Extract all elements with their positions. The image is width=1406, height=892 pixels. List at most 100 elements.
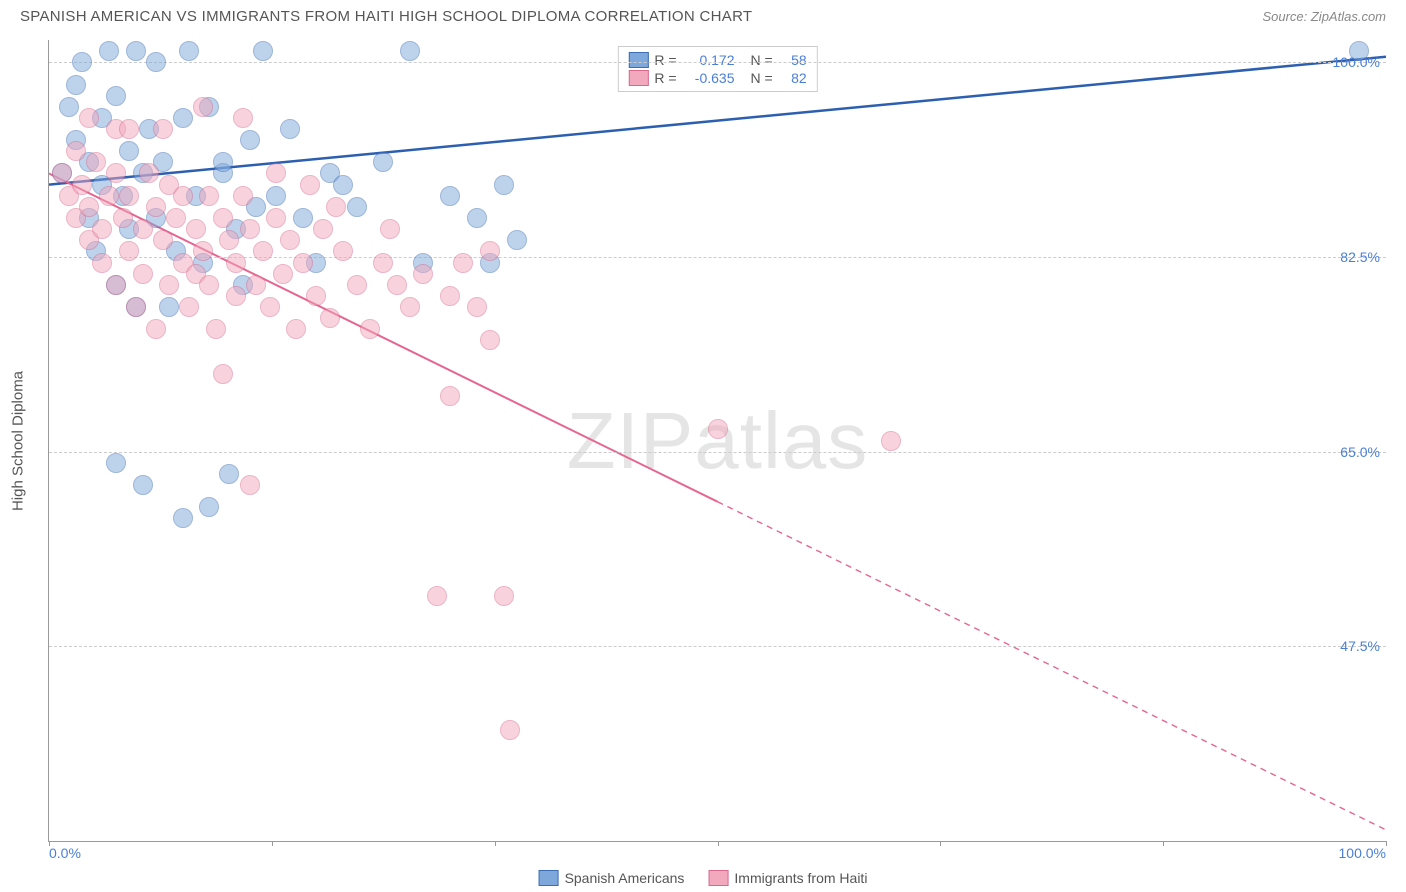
data-point <box>373 152 393 172</box>
data-point <box>146 197 166 217</box>
y-tick-label: 65.0% <box>1340 444 1380 460</box>
data-point <box>881 431 901 451</box>
data-point <box>126 41 146 61</box>
stat-n-value: 58 <box>779 52 807 68</box>
stats-legend-row: R =-0.635N =82 <box>628 69 806 87</box>
data-point <box>126 297 146 317</box>
gridline <box>49 257 1386 258</box>
data-point <box>139 163 159 183</box>
watermark: ZIPatlas <box>567 395 868 487</box>
data-point <box>427 586 447 606</box>
data-point <box>186 219 206 239</box>
data-point <box>133 475 153 495</box>
legend-swatch <box>539 870 559 886</box>
data-point <box>52 163 72 183</box>
data-point <box>333 241 353 261</box>
data-point <box>153 230 173 250</box>
data-point <box>440 386 460 406</box>
gridline <box>49 646 1386 647</box>
x-tick-label: 0.0% <box>49 845 81 861</box>
data-point <box>266 186 286 206</box>
data-point <box>240 219 260 239</box>
data-point <box>213 152 233 172</box>
footer-legend-item: Spanish Americans <box>539 870 685 886</box>
data-point <box>106 163 126 183</box>
data-point <box>119 186 139 206</box>
data-point <box>326 197 346 217</box>
data-point <box>253 41 273 61</box>
data-point <box>199 186 219 206</box>
footer-legend-label: Spanish Americans <box>565 870 685 886</box>
data-point <box>266 208 286 228</box>
data-point <box>66 141 86 161</box>
data-point <box>133 219 153 239</box>
stat-n-label: N = <box>751 70 773 86</box>
data-point <box>113 208 133 228</box>
data-point <box>293 208 313 228</box>
data-point <box>133 264 153 284</box>
footer-legend: Spanish Americans Immigrants from Haiti <box>539 870 868 886</box>
data-point <box>333 175 353 195</box>
data-point <box>494 586 514 606</box>
x-tick-label: 100.0% <box>1339 845 1386 861</box>
data-point <box>347 275 367 295</box>
data-point <box>72 175 92 195</box>
data-point <box>708 419 728 439</box>
data-point <box>159 297 179 317</box>
data-point <box>1349 41 1369 61</box>
data-point <box>226 286 246 306</box>
x-tick <box>718 841 719 846</box>
data-point <box>179 41 199 61</box>
data-point <box>400 41 420 61</box>
data-point <box>79 197 99 217</box>
data-point <box>219 230 239 250</box>
stats-legend: R =0.172N =58R =-0.635N =82 <box>617 46 817 92</box>
data-point <box>240 475 260 495</box>
gridline <box>49 62 1386 63</box>
data-point <box>173 186 193 206</box>
legend-swatch <box>708 870 728 886</box>
stats-legend-row: R =0.172N =58 <box>628 51 806 69</box>
data-point <box>106 275 126 295</box>
data-point <box>373 253 393 273</box>
data-point <box>99 41 119 61</box>
data-point <box>179 297 199 317</box>
data-point <box>106 453 126 473</box>
stat-n-value: 82 <box>779 70 807 86</box>
data-point <box>193 97 213 117</box>
legend-swatch <box>628 52 648 68</box>
data-point <box>146 52 166 72</box>
data-point <box>480 241 500 261</box>
footer-legend-label: Immigrants from Haiti <box>734 870 867 886</box>
data-point <box>293 253 313 273</box>
stat-r-value: 0.172 <box>683 52 735 68</box>
data-point <box>320 308 340 328</box>
x-tick <box>495 841 496 846</box>
data-point <box>240 130 260 150</box>
data-point <box>266 163 286 183</box>
data-point <box>92 219 112 239</box>
data-point <box>66 75 86 95</box>
data-point <box>347 197 367 217</box>
data-point <box>467 297 487 317</box>
data-point <box>119 141 139 161</box>
data-point <box>400 297 420 317</box>
chart-area: High School Diploma ZIPatlas R =0.172N =… <box>48 40 1386 842</box>
data-point <box>199 275 219 295</box>
data-point <box>260 297 280 317</box>
data-point <box>233 108 253 128</box>
data-point <box>280 230 300 250</box>
legend-swatch <box>628 70 648 86</box>
data-point <box>280 119 300 139</box>
data-point <box>440 286 460 306</box>
footer-legend-item: Immigrants from Haiti <box>708 870 867 886</box>
stat-n-label: N = <box>751 52 773 68</box>
data-point <box>253 241 273 261</box>
data-point <box>413 264 433 284</box>
data-point <box>273 264 293 284</box>
data-point <box>72 52 92 72</box>
data-point <box>213 364 233 384</box>
data-point <box>387 275 407 295</box>
data-point <box>193 241 213 261</box>
data-point <box>313 219 333 239</box>
